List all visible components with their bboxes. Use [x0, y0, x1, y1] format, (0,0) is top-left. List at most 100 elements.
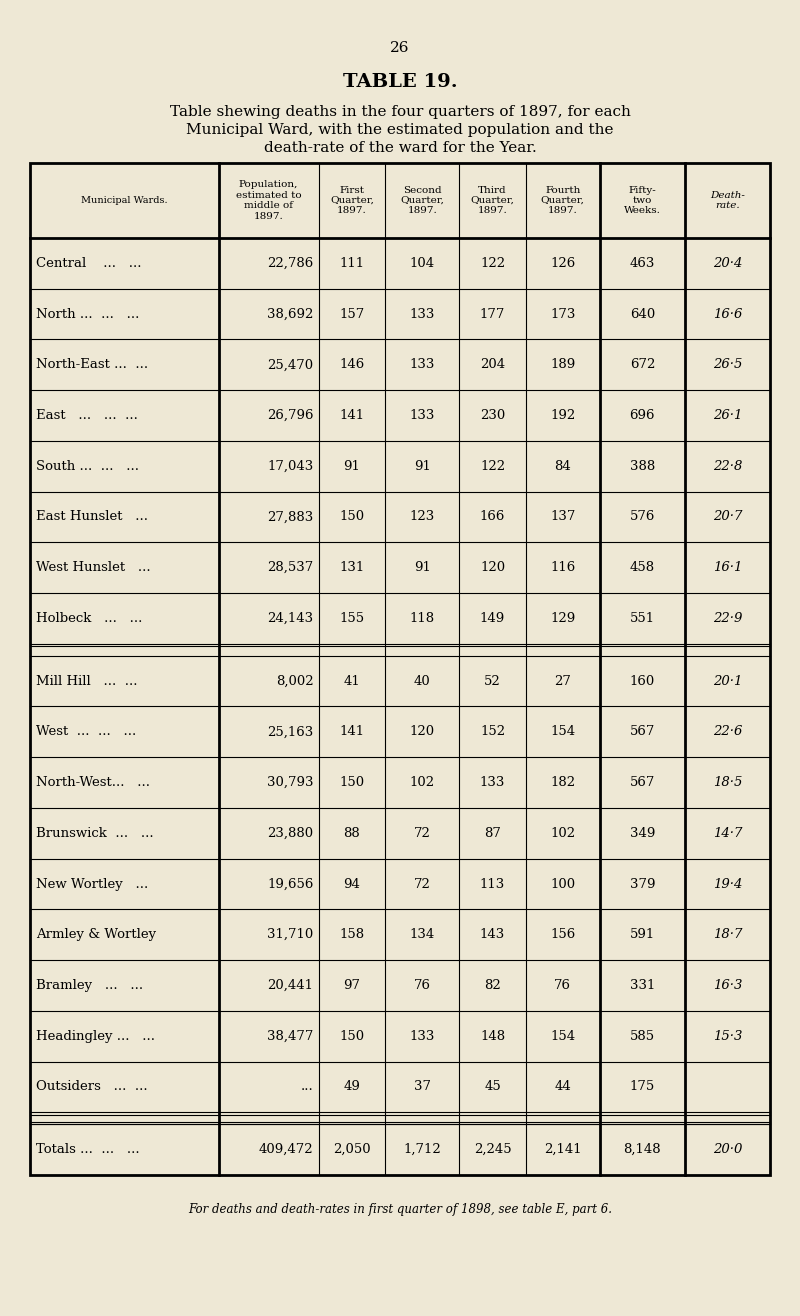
- Text: 8,148: 8,148: [623, 1144, 661, 1157]
- Text: Table shewing deaths in the four quarters of 1897, for each: Table shewing deaths in the four quarter…: [170, 105, 630, 118]
- Text: 38,692: 38,692: [267, 308, 314, 321]
- Text: 27,883: 27,883: [267, 511, 314, 524]
- Text: 20·1: 20·1: [713, 675, 742, 688]
- Text: 72: 72: [414, 826, 430, 840]
- Text: 2,245: 2,245: [474, 1144, 511, 1157]
- Text: Bramley   ...   ...: Bramley ... ...: [36, 979, 143, 992]
- Text: 118: 118: [410, 612, 434, 625]
- Text: 24,143: 24,143: [267, 612, 314, 625]
- Text: 20·4: 20·4: [713, 257, 742, 270]
- Text: 26·5: 26·5: [713, 358, 742, 371]
- Text: North ...  ...   ...: North ... ... ...: [36, 308, 139, 321]
- Text: 640: 640: [630, 308, 655, 321]
- Text: 76: 76: [414, 979, 430, 992]
- Text: 25,163: 25,163: [267, 725, 314, 738]
- Text: 111: 111: [339, 257, 365, 270]
- Text: 150: 150: [339, 776, 365, 790]
- Text: 20,441: 20,441: [267, 979, 314, 992]
- Text: 16·6: 16·6: [713, 308, 742, 321]
- Text: 154: 154: [550, 1029, 575, 1042]
- Text: 41: 41: [343, 675, 360, 688]
- Text: 133: 133: [410, 409, 435, 422]
- Text: 154: 154: [550, 725, 575, 738]
- Bar: [30, 163, 770, 1175]
- Text: 22,786: 22,786: [267, 257, 314, 270]
- Text: 123: 123: [410, 511, 435, 524]
- Text: 28,537: 28,537: [267, 561, 314, 574]
- Text: 116: 116: [550, 561, 575, 574]
- Text: 16·1: 16·1: [713, 561, 742, 574]
- Text: 15·3: 15·3: [713, 1029, 742, 1042]
- Text: Second
Quarter,
1897.: Second Quarter, 1897.: [400, 186, 444, 216]
- Text: 102: 102: [550, 826, 575, 840]
- Text: 148: 148: [480, 1029, 505, 1042]
- Text: 131: 131: [339, 561, 365, 574]
- Text: 137: 137: [550, 511, 575, 524]
- Text: Armley & Wortley: Armley & Wortley: [36, 928, 156, 941]
- Text: 331: 331: [630, 979, 655, 992]
- Text: 156: 156: [550, 928, 575, 941]
- Text: 379: 379: [630, 878, 655, 891]
- Text: East   ...   ...  ...: East ... ... ...: [36, 409, 138, 422]
- Text: 133: 133: [410, 308, 435, 321]
- Text: 18·7: 18·7: [713, 928, 742, 941]
- Text: Brunswick  ...   ...: Brunswick ... ...: [36, 826, 154, 840]
- Text: Holbeck   ...   ...: Holbeck ... ...: [36, 612, 142, 625]
- Text: 82: 82: [484, 979, 501, 992]
- Text: 157: 157: [339, 308, 365, 321]
- Text: 31,710: 31,710: [267, 928, 314, 941]
- Text: 149: 149: [480, 612, 505, 625]
- Text: 150: 150: [339, 511, 365, 524]
- Text: Totals ...  ...   ...: Totals ... ... ...: [36, 1144, 140, 1157]
- Text: 576: 576: [630, 511, 655, 524]
- Text: 22·9: 22·9: [713, 612, 742, 625]
- Text: 22·6: 22·6: [713, 725, 742, 738]
- Text: Municipal Ward, with the estimated population and the: Municipal Ward, with the estimated popul…: [186, 122, 614, 137]
- Text: 113: 113: [480, 878, 505, 891]
- Text: 458: 458: [630, 561, 655, 574]
- Text: Fourth
Quarter,
1897.: Fourth Quarter, 1897.: [541, 186, 585, 216]
- Text: Municipal Wards.: Municipal Wards.: [81, 196, 168, 205]
- Text: 104: 104: [410, 257, 434, 270]
- Text: 146: 146: [339, 358, 365, 371]
- Text: 155: 155: [339, 612, 365, 625]
- Text: 133: 133: [480, 776, 505, 790]
- Text: 20·7: 20·7: [713, 511, 742, 524]
- Text: 72: 72: [414, 878, 430, 891]
- Text: Death-
rate.: Death- rate.: [710, 191, 745, 211]
- Text: 134: 134: [410, 928, 435, 941]
- Text: TABLE 19.: TABLE 19.: [342, 72, 458, 91]
- Text: 122: 122: [480, 257, 505, 270]
- Text: 30,793: 30,793: [267, 776, 314, 790]
- Text: Mill Hill   ...  ...: Mill Hill ... ...: [36, 675, 138, 688]
- Text: 122: 122: [480, 459, 505, 472]
- Text: 591: 591: [630, 928, 655, 941]
- Text: 696: 696: [630, 409, 655, 422]
- Text: 87: 87: [484, 826, 501, 840]
- Text: 27: 27: [554, 675, 571, 688]
- Text: 91: 91: [414, 561, 430, 574]
- Text: 1,712: 1,712: [403, 1144, 441, 1157]
- Text: 45: 45: [484, 1080, 501, 1094]
- Text: 177: 177: [480, 308, 505, 321]
- Text: 23,880: 23,880: [267, 826, 314, 840]
- Text: 2,141: 2,141: [544, 1144, 582, 1157]
- Text: 349: 349: [630, 826, 655, 840]
- Text: 91: 91: [343, 459, 360, 472]
- Text: 14·7: 14·7: [713, 826, 742, 840]
- Text: 120: 120: [480, 561, 505, 574]
- Text: 19·4: 19·4: [713, 878, 742, 891]
- Text: 26·1: 26·1: [713, 409, 742, 422]
- Text: North-West...   ...: North-West... ...: [36, 776, 150, 790]
- Text: 97: 97: [343, 979, 361, 992]
- Text: 182: 182: [550, 776, 575, 790]
- Text: South ...  ...   ...: South ... ... ...: [36, 459, 139, 472]
- Text: 8,002: 8,002: [276, 675, 314, 688]
- Text: 84: 84: [554, 459, 571, 472]
- Text: 76: 76: [554, 979, 571, 992]
- Text: 40: 40: [414, 675, 430, 688]
- Text: 160: 160: [630, 675, 655, 688]
- Text: ...: ...: [301, 1080, 314, 1094]
- Text: 204: 204: [480, 358, 505, 371]
- Text: 126: 126: [550, 257, 575, 270]
